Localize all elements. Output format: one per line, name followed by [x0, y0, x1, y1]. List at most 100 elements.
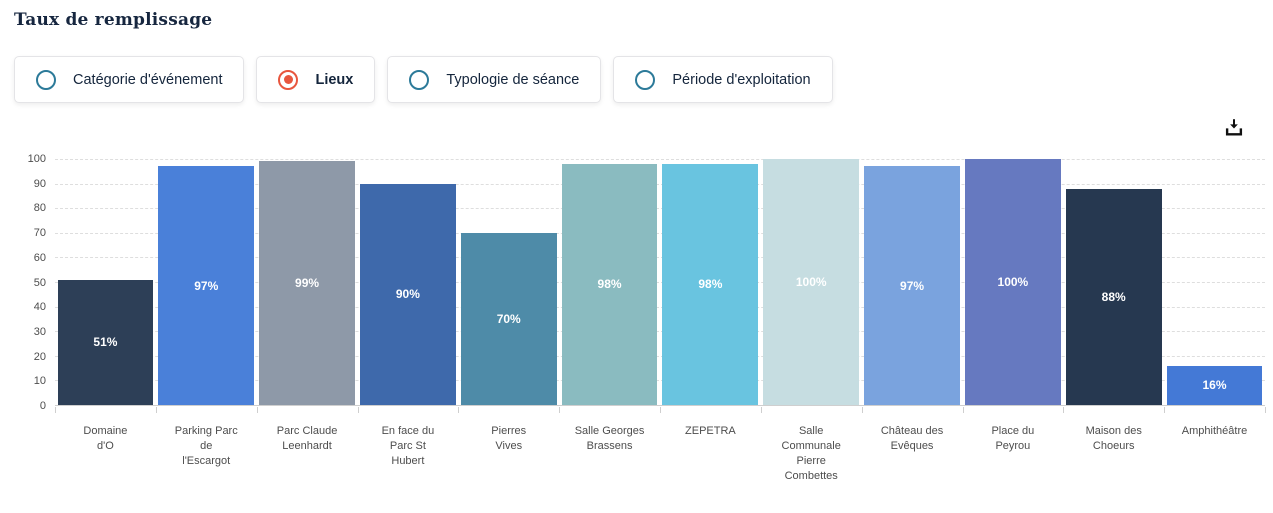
bar-value-label: 98%: [597, 277, 622, 292]
y-tick-label: 60: [33, 251, 46, 264]
gridline-10: [55, 380, 1265, 382]
bar-value-label: 100%: [997, 275, 1029, 289]
x-category-label: Domaine d'O: [83, 425, 128, 452]
x-category-label: Maison des Choeurs: [1085, 425, 1142, 452]
x-tick-mark: [1063, 407, 1065, 413]
x-category-label: Place du Peyrou: [991, 425, 1035, 452]
bar-slot: 97%: [156, 159, 257, 405]
bar-4[interactable]: 70%: [460, 232, 557, 405]
bar-value-label: 16%: [1202, 378, 1227, 393]
radio-selected-icon: [278, 69, 299, 90]
bar-9[interactable]: 100%: [964, 159, 1061, 405]
filter-button-3[interactable]: Période d'exploitation: [613, 56, 833, 103]
radio-unselected-icon: [409, 69, 430, 90]
y-tick-label: 10: [33, 375, 46, 388]
bar-slot: 90%: [357, 159, 458, 405]
bar-2[interactable]: 99%: [259, 161, 355, 405]
filter-group: Catégorie d'événement Lieux Typologie de s…: [14, 56, 833, 103]
bar-7[interactable]: 100%: [763, 159, 860, 405]
y-axis: 0 10 20 30 40 50 60 70 80 90 100: [0, 153, 46, 412]
bar-1[interactable]: 97%: [158, 166, 255, 405]
filter-button-2[interactable]: Typologie de séance: [387, 56, 602, 103]
bar-6[interactable]: 98%: [662, 163, 759, 405]
x-tick-mark: [1265, 407, 1266, 413]
download-icon: [1225, 118, 1243, 136]
gridline-60: [55, 257, 1265, 259]
bar-slot: 88%: [1063, 159, 1164, 405]
x-tick-mark: [861, 407, 863, 413]
gridline-70: [55, 232, 1265, 234]
x-tick-mark: [962, 407, 964, 413]
y-tick-label: 100: [27, 153, 46, 165]
filter-button-0[interactable]: Catégorie d'événement: [14, 56, 245, 103]
x-category-label: Pierres Vives: [491, 425, 527, 452]
page-title: Taux de remplissage: [14, 10, 213, 30]
filter-label: Lieux: [315, 71, 354, 88]
y-tick-label: 70: [33, 227, 46, 240]
filter-label: Période d'exploitation: [672, 71, 811, 88]
bar-value-label: 100%: [795, 275, 827, 289]
y-tick-label: 40: [33, 301, 46, 314]
x-tick-mark: [1164, 407, 1166, 413]
bar-8[interactable]: 97%: [864, 166, 960, 405]
download-button[interactable]: [1221, 115, 1247, 141]
bar-value-label: 51%: [93, 335, 118, 350]
bar-11[interactable]: 16%: [1166, 365, 1263, 405]
x-category-label: En face du Parc St Hubert: [381, 425, 435, 467]
plot-area: 51% 97% 99% 90% 70% 98% 98% 100% 97% 100% 88% 16%: [55, 159, 1265, 406]
x-tick-mark: [155, 407, 157, 413]
bar-slot: 97%: [862, 159, 963, 405]
bar-value-label: 98%: [698, 277, 723, 292]
x-category-label: Parking Parc de l'Escargot: [174, 425, 238, 467]
radio-dot: [283, 75, 293, 84]
gridline-30: [55, 331, 1265, 333]
gridline-80: [55, 208, 1265, 210]
gridline-50: [55, 282, 1265, 283]
bar-slot: 100%: [761, 159, 862, 405]
bar-10[interactable]: 88%: [1065, 188, 1162, 405]
bar-slot: 98%: [559, 159, 660, 405]
bar-value-label: 70%: [496, 311, 521, 326]
x-category-label: Salle Georges Brassens: [574, 425, 645, 452]
bar-3[interactable]: 90%: [359, 183, 456, 405]
y-tick-label: 80: [33, 202, 46, 215]
gridline-20: [55, 355, 1265, 357]
bar-value-label: 90%: [395, 287, 420, 302]
x-tick-mark: [559, 407, 561, 413]
y-tick-label: 30: [33, 325, 46, 338]
filter-button-1[interactable]: Lieux: [256, 56, 376, 103]
bar-value-label: 97%: [194, 278, 219, 293]
bar-slot: 100%: [962, 159, 1063, 405]
x-tick-mark: [458, 407, 460, 413]
gridline-40: [55, 306, 1265, 308]
y-tick-label: 0: [39, 400, 46, 412]
bar-value-label: 88%: [1101, 289, 1126, 304]
x-category-label: Salle Communale Pierre Combettes: [781, 425, 841, 482]
bar-slot: 99%: [257, 159, 358, 405]
y-tick-label: 50: [33, 276, 46, 289]
bar-slot: 16%: [1164, 159, 1265, 405]
bar-slot: 70%: [458, 159, 559, 405]
bar-0[interactable]: 51%: [57, 279, 154, 405]
x-tick-mark: [55, 407, 56, 413]
y-tick-label: 90: [33, 177, 46, 190]
bar-5[interactable]: 98%: [561, 163, 658, 405]
bar-value-label: 97%: [900, 278, 925, 293]
gridline-90: [55, 183, 1265, 185]
filter-label: Typologie de séance: [446, 71, 580, 88]
x-category-label: Château des Evêques: [880, 425, 944, 452]
x-axis-labels: Domaine d'O Parking Parc de l'Escargot Par…: [55, 424, 1265, 484]
bar-value-label: 99%: [295, 276, 320, 291]
x-tick-mark: [357, 407, 359, 413]
x-tick-mark: [760, 407, 762, 413]
x-category-label: Amphithéâtre: [1181, 425, 1248, 437]
x-category-label: ZEPETRA: [685, 425, 736, 437]
x-category-label: Parc Claude Leenhardt: [276, 425, 338, 452]
bar-series: 51% 97% 99% 90% 70% 98% 98% 100% 97% 100% 88% 16%: [55, 159, 1265, 405]
bar-slot: 51%: [55, 159, 156, 405]
y-tick-label: 20: [33, 350, 46, 363]
x-axis-ticks: [55, 407, 1266, 413]
gridline-100: [55, 159, 1265, 160]
x-tick-mark: [256, 407, 258, 413]
x-tick-mark: [660, 407, 661, 413]
